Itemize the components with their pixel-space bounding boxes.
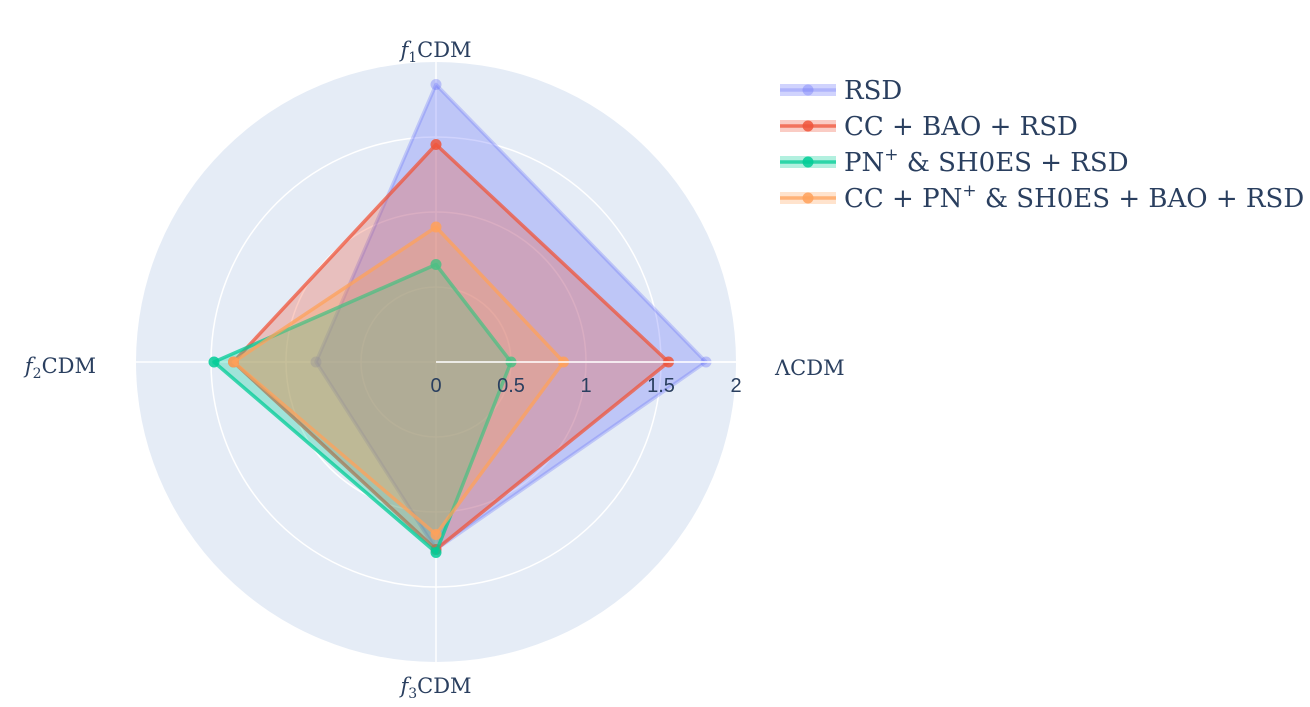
axis-label-f3CDM: f3CDM <box>398 674 471 702</box>
legend-item: CC + BAO + RSD <box>780 112 1078 142</box>
series-2 <box>208 259 517 558</box>
series-area <box>233 227 564 535</box>
radial-tick-label: 2 <box>730 375 741 397</box>
axis-label-ΛCDM: ΛCDM <box>774 356 845 380</box>
data-point <box>430 259 442 270</box>
data-point <box>228 356 239 368</box>
legend-swatch-marker <box>802 84 814 96</box>
legend-item: PN+ & SH0ES + RSD <box>780 145 1129 178</box>
legend-label: CC + PN+ & SH0ES + BAO + RSD <box>844 181 1304 214</box>
data-point <box>310 356 322 368</box>
legend-label: RSD <box>844 76 902 106</box>
radial-tick-label: 0 <box>430 375 441 397</box>
axis-label-f1CDM: f1CDM <box>398 38 471 66</box>
axis-label-f2CDM: f2CDM <box>23 354 96 382</box>
data-point <box>430 79 442 90</box>
data-point <box>208 356 220 368</box>
data-point <box>430 221 442 233</box>
data-point <box>430 139 442 150</box>
legend-item: RSD <box>780 76 902 106</box>
series-area <box>214 264 511 553</box>
legend-swatch-marker <box>802 120 814 132</box>
data-point <box>430 529 442 540</box>
radial-tick-label: 0.5 <box>497 375 525 397</box>
radial-tick-label: 1.5 <box>647 375 675 397</box>
legend-label: CC + BAO + RSD <box>844 112 1078 142</box>
series-layer <box>208 79 712 558</box>
legend-swatch-marker <box>802 192 814 204</box>
series-area <box>316 84 706 550</box>
legend-item: CC + PN+ & SH0ES + BAO + RSD <box>780 181 1304 214</box>
legend-label: PN+ & SH0ES + RSD <box>844 145 1129 178</box>
legend-swatch-marker <box>802 156 814 168</box>
legend-swatch-area <box>780 84 836 96</box>
radial-tick-label: 1 <box>580 375 591 397</box>
angular-axis-labels: ΛCDM f1CDM f2CDM f3CDM <box>23 38 845 702</box>
series-line <box>314 82 708 552</box>
series-3 <box>228 221 569 540</box>
radial-tick-labels: 0 0.5 1 1.5 2 <box>430 375 741 397</box>
data-point <box>430 547 442 558</box>
series-0 <box>310 79 712 555</box>
